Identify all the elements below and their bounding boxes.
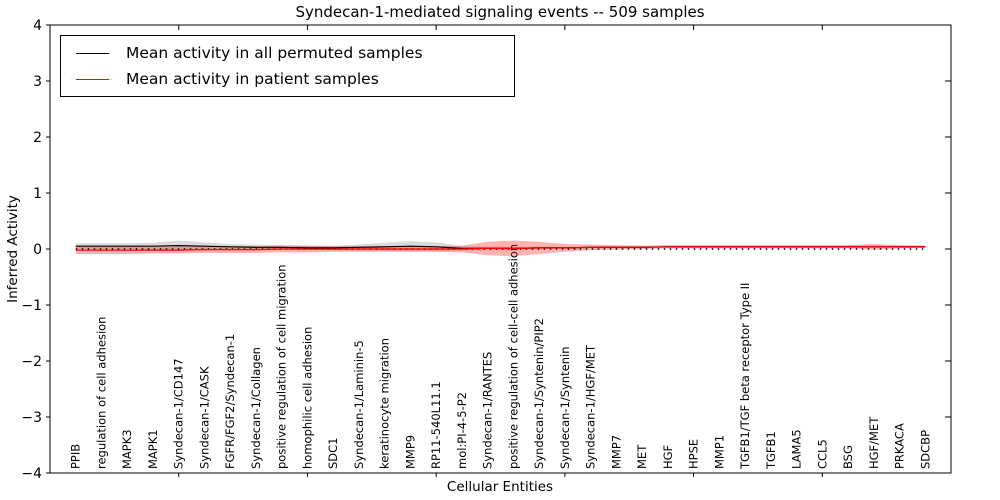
x-entity-label: homophilic cell adhesion <box>300 327 314 469</box>
x-entity-label: regulation of cell adhesion <box>95 317 109 469</box>
x-entity-label: MMP9 <box>403 435 417 469</box>
x-entity-label: MAPK3 <box>120 429 134 469</box>
x-entity-label: FGFR/FGF2/Syndecan-1 <box>223 334 237 469</box>
legend-entry-patient: Mean activity in patient samples <box>61 66 514 92</box>
y-tick-label: 2 <box>33 130 42 146</box>
x-entity-label: keratinocyte migration <box>378 338 392 469</box>
y-tick-label: −3 <box>21 410 42 426</box>
y-tick-label: 4 <box>33 18 42 34</box>
x-entity-label: PPIB <box>69 444 83 469</box>
x-axis-label: Cellular Entities <box>446 479 554 495</box>
legend-label-patient: Mean activity in patient samples <box>126 70 379 88</box>
y-axis-label: Inferred Activity <box>5 195 21 303</box>
x-entity-label: MMP1 <box>712 435 726 469</box>
x-entity-label: HGF <box>661 445 675 469</box>
x-entity-label: MET <box>635 444 649 469</box>
x-entity-label: RP11-540L11.1 <box>429 381 443 469</box>
x-entity-label: Syndecan-1/CD147 <box>172 358 186 469</box>
x-entity-label: positive regulation of cell migration <box>275 264 289 469</box>
x-entity-label: TGFB1 <box>764 431 778 470</box>
x-entity-label: HPSE <box>687 439 701 469</box>
legend: Mean activity in all permuted samples Me… <box>60 35 515 97</box>
x-entity-label: Syndecan-1/HGF/MET <box>584 344 598 469</box>
x-entity-label: Syndecan-1/CASK <box>198 366 212 469</box>
legend-label-permuted: Mean activity in all permuted samples <box>126 44 423 62</box>
y-tick-label: 3 <box>33 74 42 90</box>
y-tick-label: −1 <box>21 298 42 314</box>
x-entity-label: Syndecan-1/Collagen <box>249 347 263 469</box>
chart-title: Syndecan-1-mediated signaling events -- … <box>295 3 705 21</box>
permuted-line-swatch <box>76 52 109 54</box>
y-tick-label: 1 <box>33 186 42 202</box>
x-entity-label: mol:PI-4-5-P2 <box>455 392 469 469</box>
x-entity-label: MAPK1 <box>146 429 160 469</box>
x-entity-label: CCL5 <box>815 439 829 469</box>
legend-entry-permuted: Mean activity in all permuted samples <box>61 40 514 66</box>
x-entity-label: MMP7 <box>609 435 623 469</box>
x-entity-label: Syndecan-1/RANTES <box>481 352 495 469</box>
x-entity-label: Syndecan-1/Laminin-5 <box>352 340 366 469</box>
y-tick-label: −2 <box>21 354 42 370</box>
x-entity-label: TGFB1/TGF beta receptor Type II <box>738 283 752 470</box>
x-entity-label: positive regulation of cell-cell adhesio… <box>506 244 520 469</box>
x-entity-label: HGF/MET <box>867 416 881 469</box>
x-entity-label: BSG <box>841 445 855 469</box>
y-tick-label: 0 <box>33 242 42 258</box>
y-tick-label: −4 <box>21 466 42 482</box>
x-entity-label: Syndecan-1/Syntenin <box>558 346 572 469</box>
x-entity-label: PRKACA <box>893 423 907 469</box>
x-entity-label: LAMA5 <box>790 429 804 469</box>
x-entity-label: SDCBP <box>918 430 932 469</box>
x-entity-label: SDC1 <box>326 437 340 469</box>
x-entity-label: Syndecan-1/Syntenin/PIP2 <box>532 318 546 469</box>
patient-mean-line <box>75 246 926 251</box>
patient-line-swatch <box>76 78 109 80</box>
